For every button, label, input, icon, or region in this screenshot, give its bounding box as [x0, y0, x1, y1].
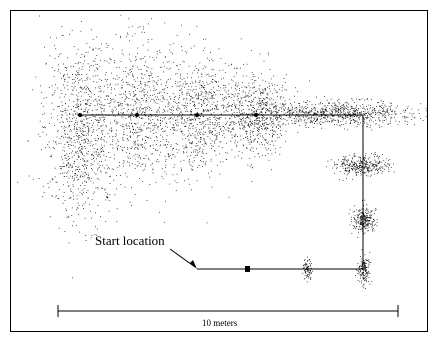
robot-trajectory [78, 113, 364, 272]
diagram-frame [10, 10, 428, 332]
scale-bar [57, 305, 399, 317]
waypoint-marker [254, 113, 258, 117]
start-arrow [169, 248, 196, 268]
particle-clouds [17, 14, 428, 289]
start-arrow-head [190, 260, 197, 269]
waypoint-marker [135, 113, 139, 117]
start-marker [245, 266, 250, 272]
trajectory-line [80, 114, 364, 270]
start-location-label: Start location [95, 233, 165, 248]
waypoint-marker [78, 113, 82, 117]
scale-label: 10 meters [202, 318, 238, 328]
waypoint-marker [195, 113, 199, 117]
